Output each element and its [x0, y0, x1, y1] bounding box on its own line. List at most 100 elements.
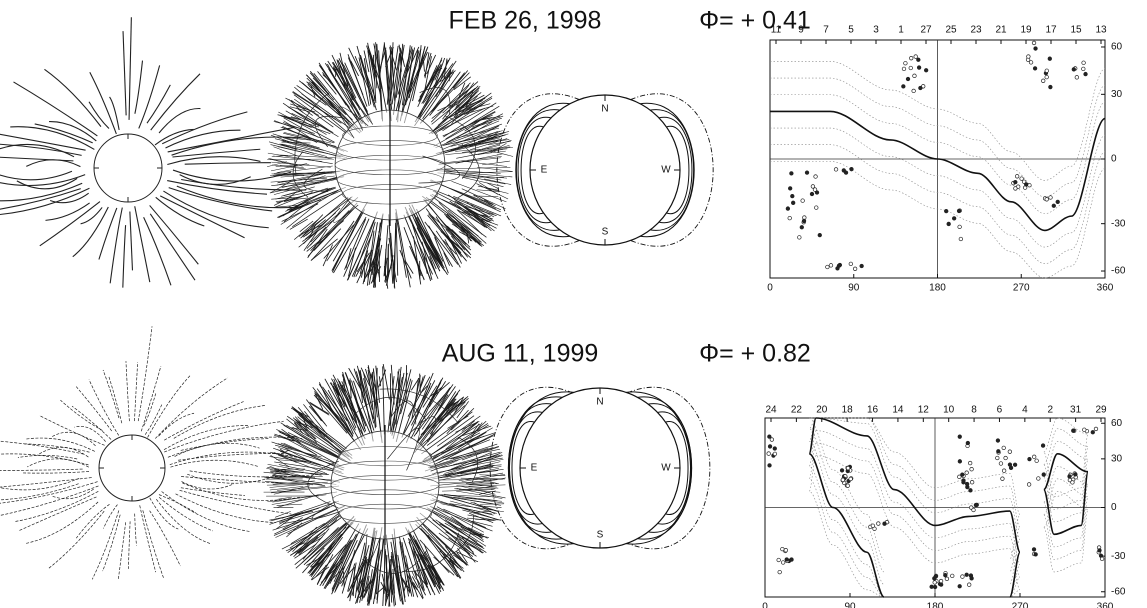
field-ray	[140, 505, 156, 572]
field-ray	[15, 491, 99, 521]
figure: FEB 26, 1998 Φ= + 0.41 AUG 11, 1999 Φ= +…	[0, 0, 1147, 608]
active-region	[877, 522, 881, 526]
map-top-label: 9	[798, 25, 804, 36]
field-ray	[139, 65, 160, 128]
active-region	[860, 264, 864, 268]
active-region	[952, 217, 956, 221]
field-line	[323, 245, 333, 267]
map-top-label: 19	[1020, 25, 1032, 36]
active-region	[790, 194, 794, 198]
active-region	[969, 489, 973, 493]
field-line	[310, 405, 321, 421]
field-ray	[0, 439, 84, 454]
active-region	[924, 68, 928, 72]
active-region	[917, 58, 921, 62]
field-line	[267, 159, 332, 160]
field-ray	[128, 521, 130, 569]
map-right-label: 60	[1111, 42, 1123, 53]
active-region	[958, 584, 962, 588]
active-region	[798, 236, 802, 240]
active-region	[1098, 549, 1102, 553]
active-region	[773, 452, 777, 456]
active-region	[1014, 180, 1018, 184]
active-region	[1100, 557, 1104, 561]
active-region	[939, 583, 943, 587]
field-ray	[138, 326, 152, 421]
map-right-label: -60	[1111, 266, 1126, 277]
map-top-label: 24	[765, 405, 777, 416]
field-line	[430, 387, 441, 396]
active-region	[1045, 198, 1049, 202]
map-bottom-label: 360	[1097, 283, 1114, 294]
field-ray	[109, 377, 122, 423]
active-region	[1002, 469, 1006, 473]
compass-disk	[530, 95, 680, 245]
open-line	[497, 94, 580, 246]
field-ray	[52, 489, 94, 499]
field-ray	[144, 217, 171, 285]
map-bottom-label: 180	[929, 283, 946, 294]
map-top-label: 14	[892, 405, 904, 416]
active-region	[778, 570, 782, 574]
map-top-label: 20	[816, 405, 828, 416]
field-ray	[0, 154, 73, 161]
map-bottom-label: 360	[1097, 602, 1114, 608]
active-region	[945, 577, 949, 581]
field-ray	[147, 85, 170, 123]
map-bottom-label: 0	[762, 602, 768, 608]
field-ray	[0, 171, 72, 180]
active-region	[957, 209, 961, 213]
field-ray	[19, 497, 97, 531]
map-top-label: 12	[918, 405, 930, 416]
field-ray	[159, 497, 213, 531]
map-top-label: 6	[997, 405, 1003, 416]
field-ray	[110, 97, 120, 130]
field-ray	[141, 366, 161, 431]
map-top-label: 5	[848, 25, 854, 36]
map-top-label: 10	[943, 405, 955, 416]
active-region	[970, 480, 974, 484]
active-region	[999, 462, 1003, 466]
active-region	[1045, 75, 1049, 79]
active-region	[814, 206, 818, 210]
compass-label: E	[541, 165, 548, 176]
field-ray	[150, 511, 181, 566]
active-region	[1001, 477, 1005, 481]
field-ray	[155, 378, 227, 439]
field-ray	[118, 522, 125, 579]
contour	[1044, 466, 1088, 547]
map-top-label: 7	[823, 25, 829, 36]
map-top-label: 22	[791, 405, 803, 416]
field-line	[472, 521, 492, 526]
active-region	[801, 199, 805, 203]
active-region	[1004, 456, 1008, 460]
active-region	[1041, 444, 1045, 448]
field-ray	[103, 505, 117, 529]
active-region	[1008, 450, 1012, 454]
field-ray	[27, 459, 88, 467]
field-ray	[150, 205, 199, 264]
field-line	[439, 169, 501, 180]
active-region	[965, 573, 969, 577]
field-ray	[45, 203, 89, 220]
active-region	[840, 469, 844, 473]
active-region	[962, 480, 966, 484]
active-region	[958, 460, 962, 464]
field-ray	[110, 208, 122, 284]
field-ray	[18, 455, 77, 459]
map-right-label: 0	[1111, 154, 1117, 165]
active-region	[1084, 72, 1088, 76]
field-line	[487, 183, 498, 189]
active-region	[781, 561, 785, 565]
active-region	[1072, 68, 1076, 72]
field-ray	[123, 225, 126, 288]
field-line	[270, 181, 291, 193]
field-ray	[0, 469, 83, 470]
map-top-label: 11	[771, 25, 782, 36]
active-region	[974, 503, 978, 507]
active-region	[902, 67, 906, 71]
active-region	[768, 435, 772, 439]
active-region	[883, 522, 887, 526]
contour	[1044, 491, 1088, 572]
active-region	[1008, 463, 1012, 467]
